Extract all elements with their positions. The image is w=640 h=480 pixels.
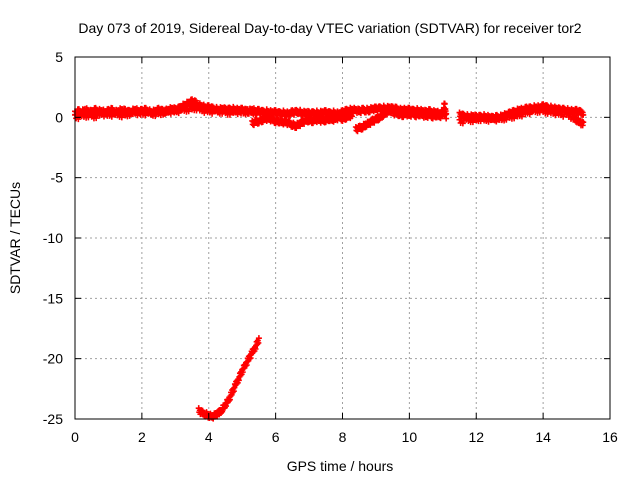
chart-title: Day 073 of 2019, Sidereal Day-to-day VTE…	[78, 20, 581, 36]
y-tick-label: -20	[43, 351, 63, 367]
data-point	[255, 335, 262, 342]
y-tick-label: -10	[43, 230, 63, 246]
y-axis-label: SDTVAR / TECUs	[7, 182, 23, 294]
x-tick-label: 0	[71, 429, 79, 445]
y-tick-label: -25	[43, 411, 63, 427]
x-tick-label: 12	[468, 429, 484, 445]
data-point	[349, 109, 356, 116]
x-tick-label: 16	[602, 429, 618, 445]
data-point	[518, 113, 525, 120]
x-tick-label: 8	[339, 429, 347, 445]
x-tick-label: 10	[402, 429, 418, 445]
y-tick-label: -5	[51, 170, 64, 186]
data-points	[72, 96, 587, 422]
data-point	[443, 115, 450, 122]
x-tick-label: 6	[272, 429, 280, 445]
data-point	[459, 120, 466, 127]
data-point	[580, 111, 587, 118]
x-axis-label: GPS time / hours	[287, 458, 394, 474]
data-point	[441, 100, 448, 107]
data-point	[93, 115, 100, 122]
data-point	[580, 119, 587, 126]
y-tick-label: 5	[55, 49, 63, 65]
y-tick-label: 0	[55, 109, 63, 125]
x-tick-label: 14	[535, 429, 551, 445]
data-point	[442, 105, 449, 112]
axis-ticks: 0 2 4 6 8 10 12 14 16 -25 -20 -15 -10 -5 0 5	[43, 49, 618, 445]
y-tick-label: -15	[43, 290, 63, 306]
x-tick-label: 2	[138, 429, 146, 445]
x-tick-label: 4	[205, 429, 213, 445]
